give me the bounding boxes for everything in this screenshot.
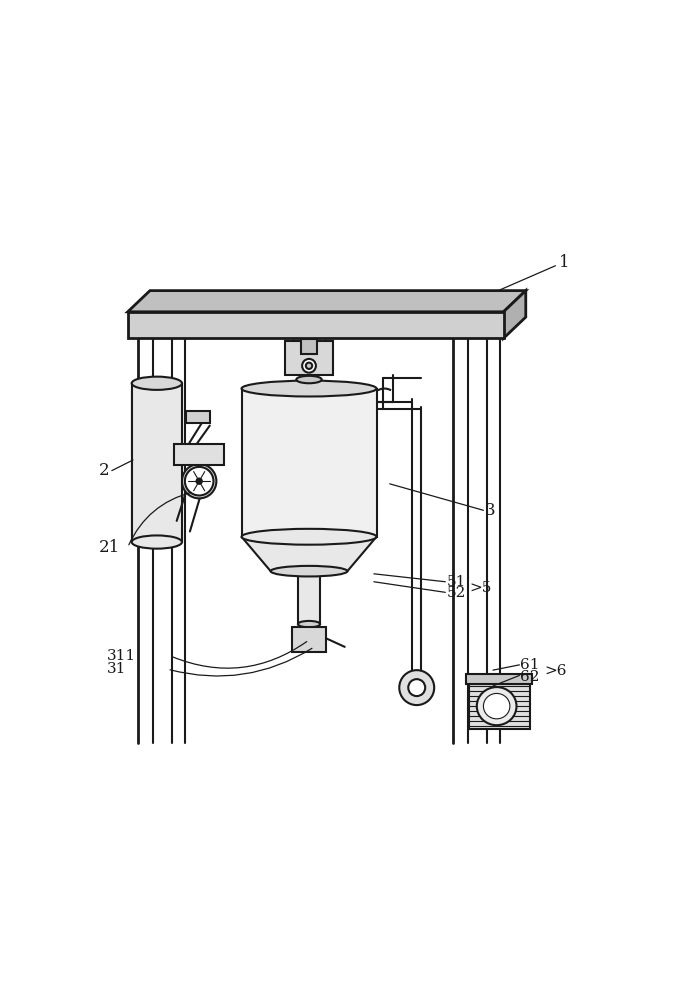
Ellipse shape: [477, 687, 516, 725]
Text: 51: 51: [447, 575, 466, 589]
Circle shape: [400, 670, 434, 705]
Bar: [301, 339, 318, 354]
Ellipse shape: [242, 381, 376, 396]
Circle shape: [306, 363, 312, 369]
Bar: [285, 341, 333, 375]
Bar: [298, 571, 320, 624]
Polygon shape: [128, 291, 526, 312]
Bar: [466, 674, 532, 684]
Bar: [132, 383, 182, 542]
Text: 311: 311: [107, 649, 136, 663]
Text: 61: 61: [520, 658, 540, 672]
Ellipse shape: [296, 376, 322, 383]
Ellipse shape: [484, 693, 510, 719]
Ellipse shape: [242, 529, 376, 545]
Polygon shape: [242, 537, 376, 571]
Text: >6: >6: [545, 664, 568, 678]
Bar: [128, 312, 503, 338]
Text: 52: 52: [447, 586, 466, 600]
Ellipse shape: [132, 377, 182, 390]
Circle shape: [185, 467, 214, 495]
Bar: [173, 444, 224, 465]
Text: 21: 21: [98, 539, 120, 556]
Bar: [242, 389, 376, 537]
Ellipse shape: [132, 535, 182, 549]
Circle shape: [302, 359, 316, 373]
Text: 62: 62: [520, 670, 540, 684]
Circle shape: [408, 679, 426, 696]
Polygon shape: [503, 291, 526, 338]
Text: >5: >5: [470, 581, 492, 595]
Text: 31: 31: [107, 662, 126, 676]
Text: 1: 1: [559, 254, 570, 271]
Circle shape: [197, 479, 202, 484]
Text: 3: 3: [485, 502, 496, 519]
Ellipse shape: [270, 566, 348, 576]
Ellipse shape: [298, 621, 320, 627]
Bar: [469, 684, 530, 729]
Text: 2: 2: [98, 462, 109, 479]
Ellipse shape: [182, 464, 217, 498]
Bar: [292, 627, 326, 652]
Bar: [186, 411, 210, 423]
